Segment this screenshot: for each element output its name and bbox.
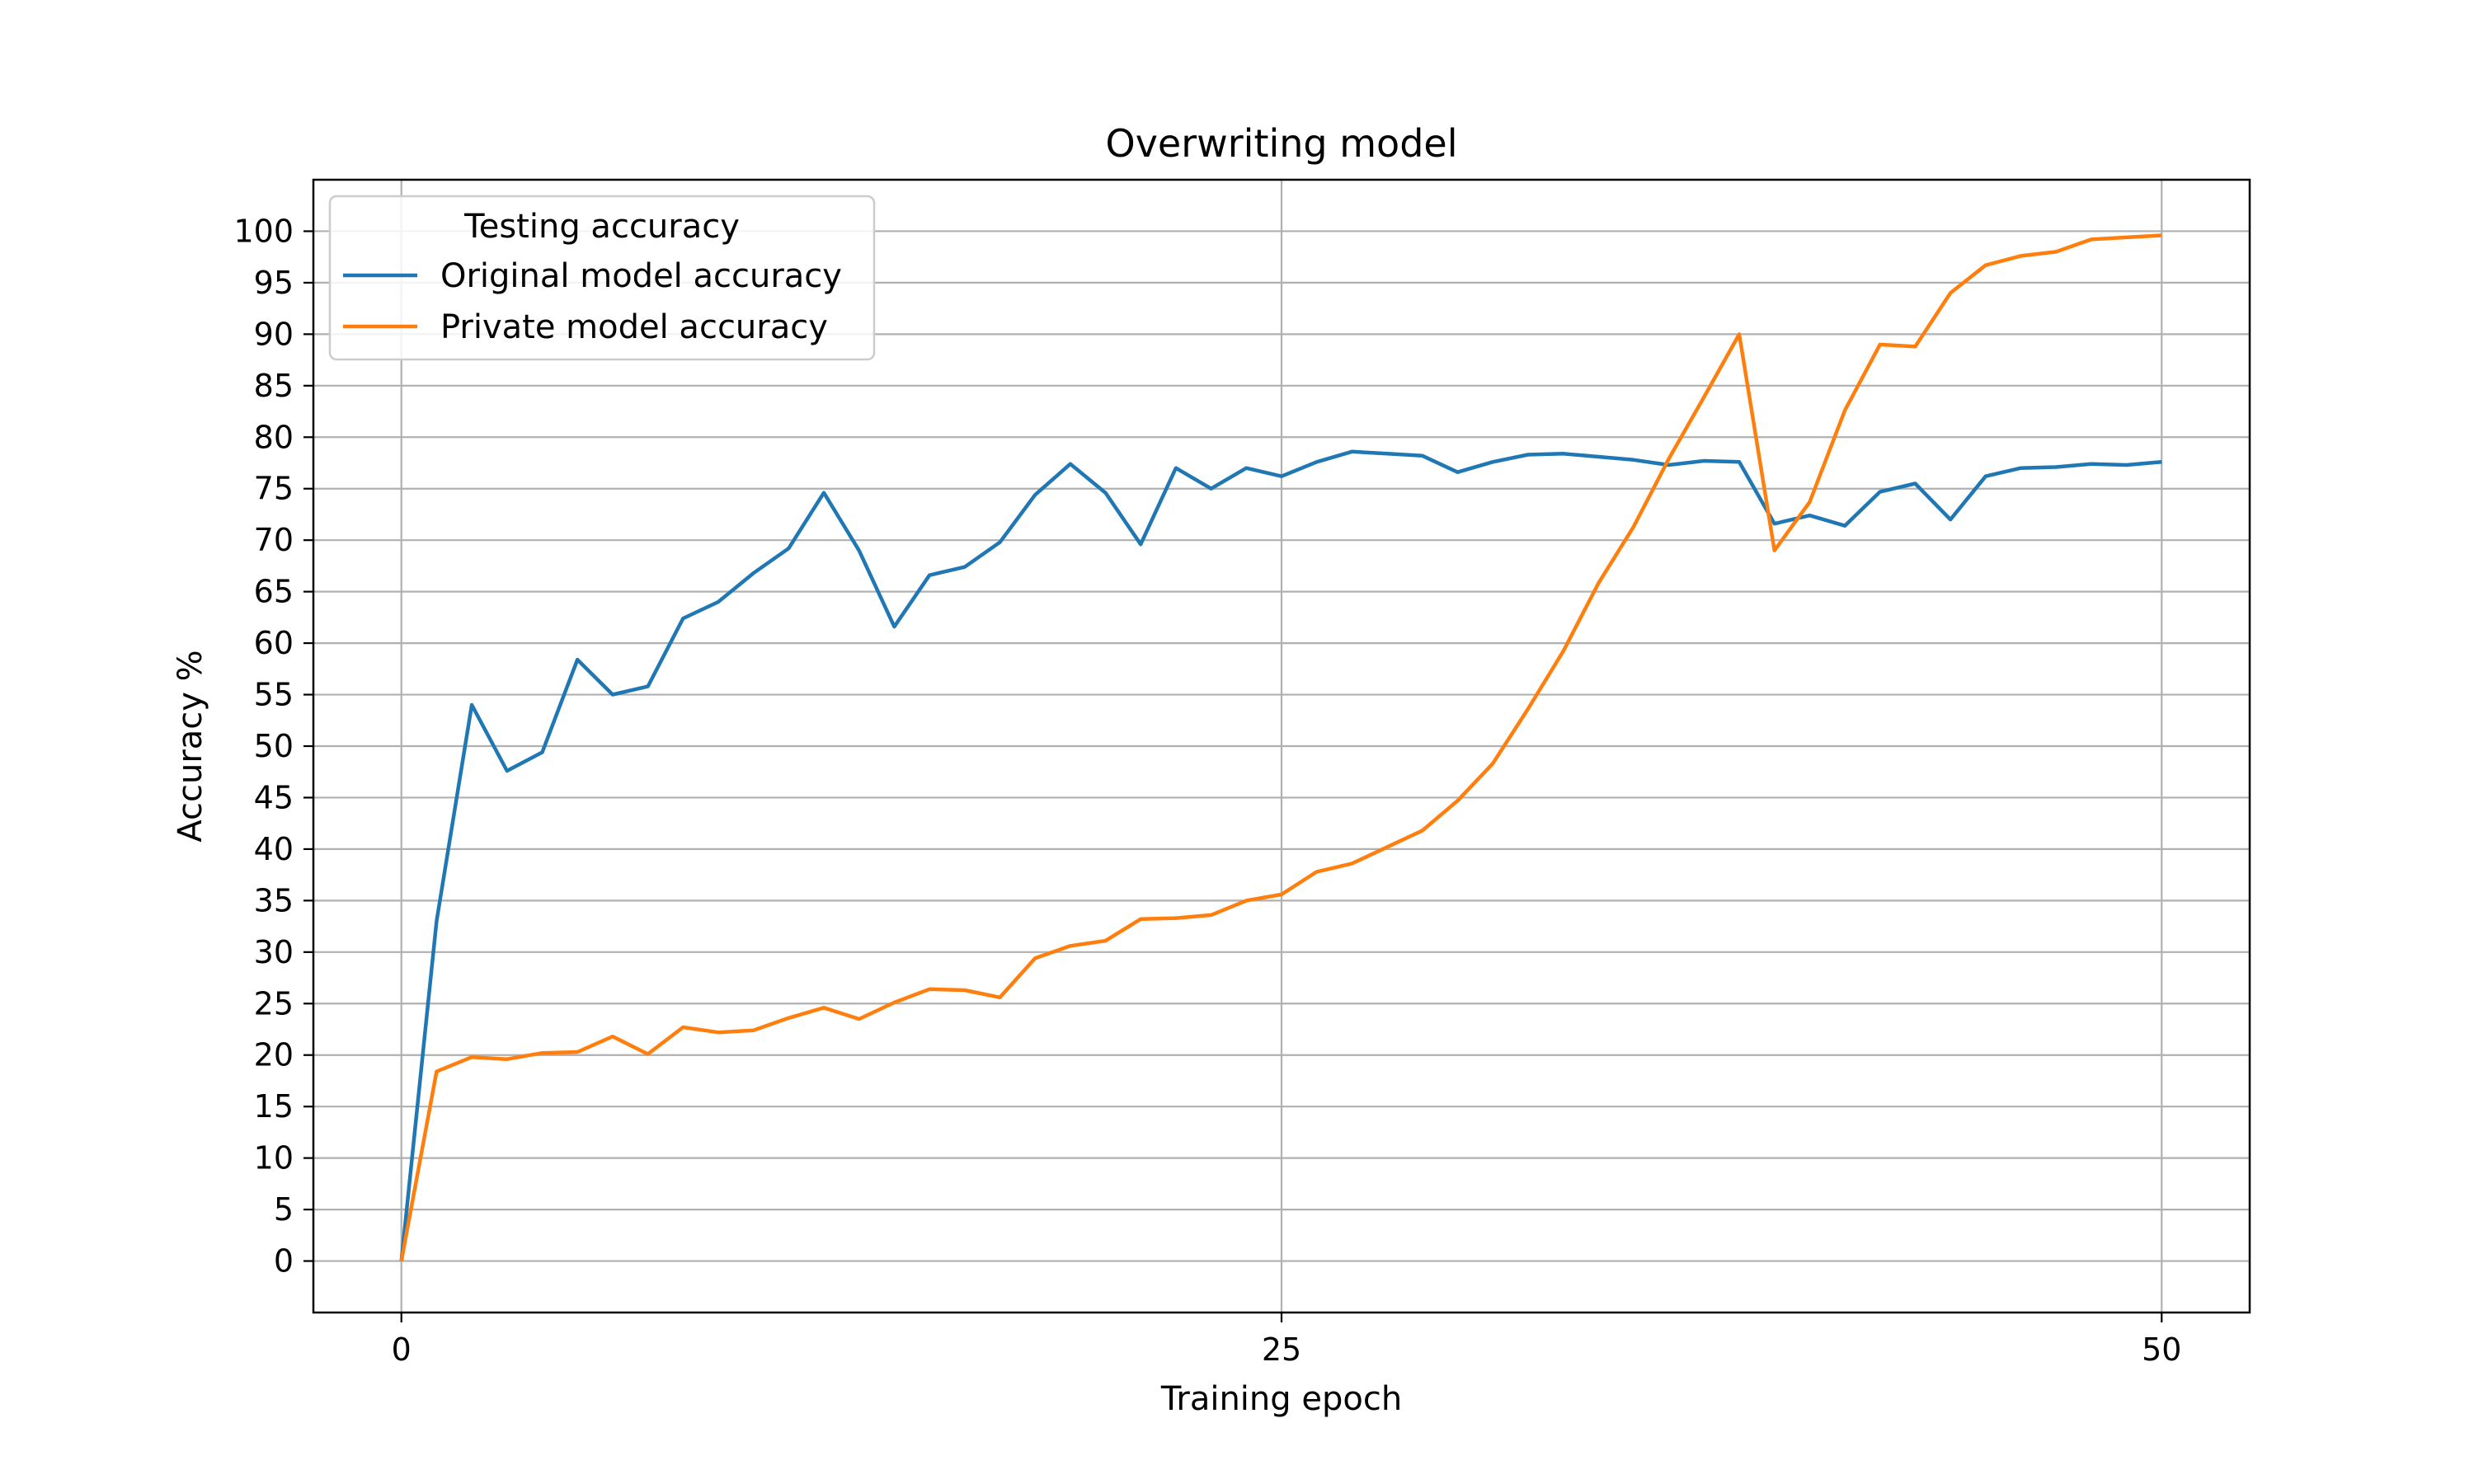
y-axis: 0 5 10 15 20 25 30 35 40 45 50 55 60 65 70 75 80 85 90 95 10…	[233, 213, 313, 1280]
y-tick-label: 95	[254, 265, 294, 301]
y-tick-label: 100	[233, 213, 294, 249]
x-tick-label: 0	[392, 1331, 412, 1368]
legend-title: Testing accuracy	[463, 208, 740, 246]
y-tick-label: 0	[274, 1243, 294, 1280]
y-tick-label: 70	[254, 522, 294, 558]
y-tick-label: 15	[254, 1088, 294, 1125]
y-tick-label: 35	[254, 882, 294, 918]
series-layer	[399, 233, 2162, 1261]
y-tick-label: 85	[254, 368, 294, 404]
legend: Testing accuracy Original model accuracy…	[328, 195, 876, 361]
y-tick-label: 55	[254, 677, 294, 713]
y-tick-label: 25	[254, 985, 294, 1021]
y-axis-label: Accuracy %	[172, 650, 209, 842]
y-tick-label: 30	[254, 934, 294, 970]
y-tick-label: 45	[254, 779, 294, 815]
x-axis-label: Training epoch	[1160, 1380, 1402, 1418]
legend-label-original: Original model accuracy	[440, 257, 842, 295]
y-tick-label: 40	[254, 831, 294, 867]
y-tick-label: 20	[254, 1037, 294, 1073]
y-tick-label: 90	[254, 316, 294, 352]
y-tick-label: 50	[254, 728, 294, 764]
y-tick-label: 60	[254, 625, 294, 661]
chart-title: Overwriting model	[1106, 121, 1458, 166]
grid-lines	[313, 180, 2250, 1313]
series-line-private	[399, 233, 2162, 1261]
x-tick-label: 25	[1262, 1331, 1301, 1368]
y-tick-label: 65	[254, 574, 294, 610]
y-tick-label: 5	[274, 1191, 294, 1228]
legend-label-private: Private model accuracy	[440, 308, 828, 346]
y-tick-label: 75	[254, 471, 294, 507]
series-line-original	[399, 449, 2162, 1261]
legend-box	[328, 195, 876, 361]
x-axis: 0 25 50	[392, 1313, 2181, 1368]
x-tick-label: 50	[2142, 1331, 2181, 1368]
y-tick-label: 80	[254, 419, 294, 455]
y-tick-label: 10	[254, 1140, 294, 1176]
